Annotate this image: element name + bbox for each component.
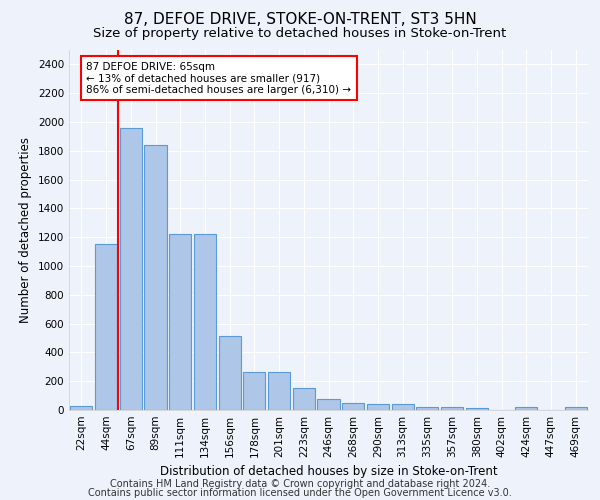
Bar: [169, 234, 191, 410]
Text: 87, DEFOE DRIVE, STOKE-ON-TRENT, ST3 5HN: 87, DEFOE DRIVE, STOKE-ON-TRENT, ST3 5HN: [124, 12, 476, 28]
X-axis label: Distribution of detached houses by size in Stoke-on-Trent: Distribution of detached houses by size …: [160, 466, 497, 478]
Bar: [342, 403, 364, 410]
Bar: [466, 408, 488, 410]
Bar: [95, 244, 117, 410]
Bar: [392, 404, 414, 410]
Text: Contains public sector information licensed under the Open Government Licence v3: Contains public sector information licen…: [88, 488, 512, 498]
Bar: [441, 407, 463, 410]
Bar: [367, 404, 389, 410]
Text: 87 DEFOE DRIVE: 65sqm
← 13% of detached houses are smaller (917)
86% of semi-det: 87 DEFOE DRIVE: 65sqm ← 13% of detached …: [86, 62, 352, 94]
Text: Contains HM Land Registry data © Crown copyright and database right 2024.: Contains HM Land Registry data © Crown c…: [110, 479, 490, 489]
Bar: [416, 407, 439, 410]
Bar: [565, 407, 587, 410]
Bar: [293, 388, 315, 410]
Bar: [194, 234, 216, 410]
Y-axis label: Number of detached properties: Number of detached properties: [19, 137, 32, 323]
Bar: [119, 128, 142, 410]
Bar: [515, 407, 538, 410]
Bar: [268, 372, 290, 410]
Bar: [317, 399, 340, 410]
Bar: [243, 372, 265, 410]
Bar: [70, 406, 92, 410]
Bar: [145, 145, 167, 410]
Text: Size of property relative to detached houses in Stoke-on-Trent: Size of property relative to detached ho…: [94, 28, 506, 40]
Bar: [218, 336, 241, 410]
